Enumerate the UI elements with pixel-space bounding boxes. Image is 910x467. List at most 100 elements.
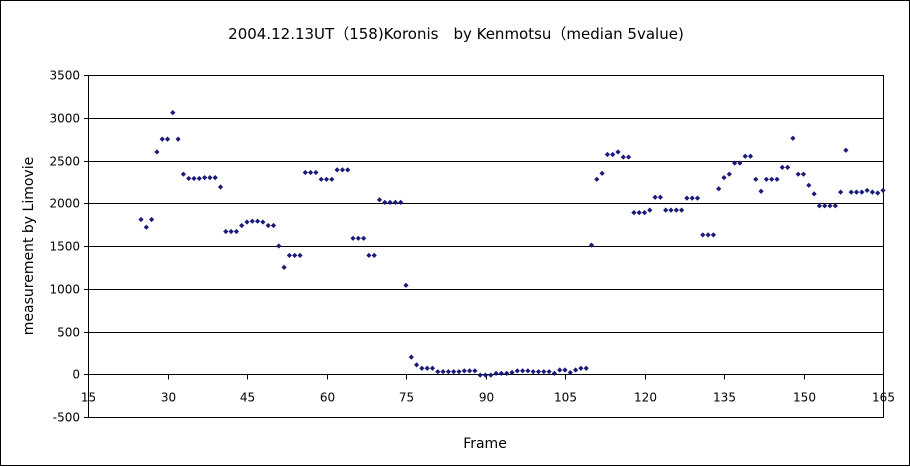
data-point <box>212 175 218 181</box>
data-point <box>149 216 155 223</box>
data-point <box>154 149 160 155</box>
data-point <box>339 167 345 173</box>
data-point <box>800 171 807 177</box>
data-point <box>562 367 568 373</box>
data-point <box>626 154 632 160</box>
data-point <box>599 170 605 176</box>
data-point <box>424 365 430 371</box>
data-point <box>255 218 261 224</box>
data-point <box>567 369 573 376</box>
data-point <box>223 228 229 235</box>
data-point <box>498 370 504 376</box>
data-point <box>832 203 838 209</box>
data-point <box>859 189 865 195</box>
data-point <box>747 153 754 159</box>
data-point <box>345 167 351 173</box>
data-point <box>811 191 817 197</box>
plot-area-border <box>88 75 884 418</box>
data-point <box>138 216 144 223</box>
data-point <box>880 187 886 194</box>
data-point <box>583 365 589 371</box>
data-point <box>387 199 393 205</box>
y-tick-label: 2500 <box>49 155 80 169</box>
data-point <box>233 228 239 235</box>
data-point <box>535 369 542 375</box>
data-point <box>673 207 679 213</box>
data-point <box>710 232 716 238</box>
data-point <box>408 354 414 360</box>
data-point <box>594 176 600 182</box>
data-point <box>207 175 213 181</box>
data-point <box>864 187 870 194</box>
data-point <box>716 186 722 192</box>
data-point <box>610 151 616 158</box>
data-point <box>313 169 319 176</box>
data-point <box>753 176 759 182</box>
data-point <box>180 171 186 177</box>
x-tick-label: 120 <box>634 391 657 405</box>
data-point <box>318 176 324 182</box>
data-point <box>652 194 658 200</box>
data-point <box>779 164 785 170</box>
x-tick-label: 90 <box>479 391 494 405</box>
x-tick-label: 60 <box>320 391 335 405</box>
data-point <box>334 167 340 173</box>
data-point <box>838 189 844 195</box>
data-point <box>196 175 202 182</box>
data-point <box>573 367 579 373</box>
data-point <box>705 232 711 238</box>
gridlines <box>88 75 883 333</box>
data-point <box>604 151 610 158</box>
x-tick-label: 45 <box>240 391 255 405</box>
data-point <box>853 189 860 195</box>
data-point <box>361 235 367 241</box>
data-point <box>816 203 822 209</box>
data-point <box>631 210 637 216</box>
data-point <box>297 252 303 259</box>
data-point <box>588 242 595 248</box>
data-point <box>514 368 520 374</box>
data-point <box>525 368 531 374</box>
data-point <box>657 194 663 200</box>
data-point <box>647 207 653 213</box>
data-point <box>329 176 335 182</box>
data-point <box>636 210 642 216</box>
data-point <box>170 110 176 116</box>
data-point <box>472 368 478 374</box>
data-point <box>419 365 425 371</box>
data-point <box>392 199 398 205</box>
x-tick-label: 105 <box>554 391 577 405</box>
data-point <box>869 189 875 195</box>
data-point <box>376 197 383 203</box>
data-point <box>774 176 780 182</box>
data-point <box>323 176 330 182</box>
data-point <box>684 195 690 201</box>
y-tick-label: 3000 <box>49 112 80 126</box>
data-point <box>445 369 451 375</box>
y-tick-label: 1000 <box>49 283 80 297</box>
data-point <box>461 368 467 374</box>
y-tick-label: 500 <box>57 326 80 340</box>
data-point <box>281 264 287 270</box>
data-point <box>398 199 404 205</box>
y-tick-label: 1500 <box>49 240 80 254</box>
data-points <box>138 110 886 378</box>
data-point <box>806 182 812 188</box>
data-point <box>143 224 149 230</box>
chart-title: 2004.12.13UT（158)Koronis by Kenmotsu（med… <box>228 25 684 43</box>
data-point <box>435 369 441 375</box>
data-point <box>700 232 706 238</box>
data-point <box>620 154 626 160</box>
data-point <box>827 203 833 209</box>
data-point <box>456 369 462 375</box>
data-point <box>578 365 584 371</box>
y-tick-label: 3500 <box>49 69 80 83</box>
data-point <box>191 175 197 182</box>
data-point <box>403 282 409 288</box>
data-point <box>217 184 224 190</box>
data-point <box>270 222 277 229</box>
x-tick-label: 135 <box>713 391 736 405</box>
y-tick-label: 2000 <box>49 197 80 211</box>
